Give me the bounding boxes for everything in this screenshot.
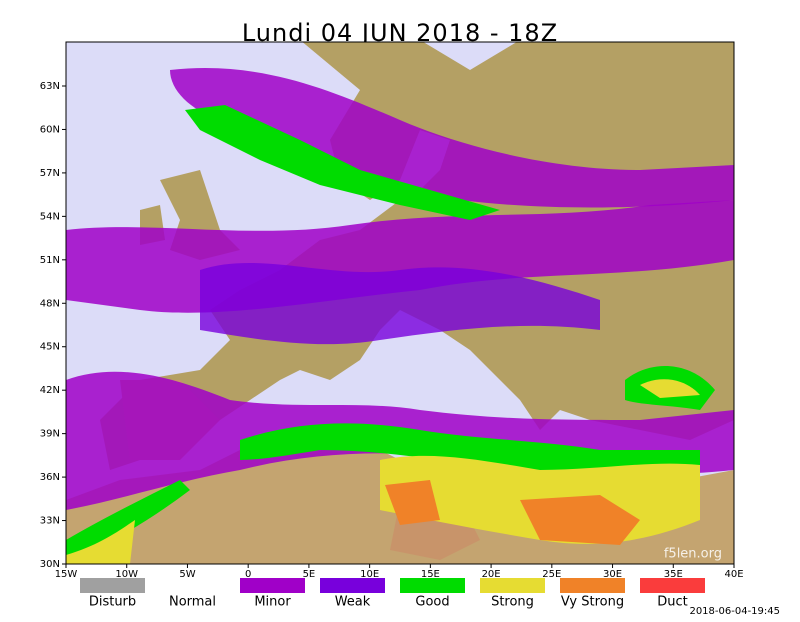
legend-swatch — [240, 578, 305, 593]
legend-label: Weak — [335, 595, 371, 610]
lat-label: 63N — [40, 81, 60, 92]
good-band — [66, 480, 190, 560]
strong-band — [640, 379, 700, 398]
strong-band — [66, 520, 135, 564]
lon-label: 10W — [115, 569, 138, 580]
lon-label: 15W — [55, 569, 78, 580]
lat-label: 54N — [40, 211, 60, 222]
lat-label: 33N — [40, 516, 60, 527]
lon-label: 15E — [421, 569, 440, 580]
lon-label: 0 — [245, 569, 251, 580]
legend-swatch — [560, 578, 625, 593]
timestamp: 2018-06-04-19:45 — [689, 606, 780, 617]
legend-label: Vy Strong — [561, 595, 624, 610]
legend-label: Duct — [657, 595, 688, 610]
lat-label: 30N — [40, 559, 60, 570]
legend-swatch — [320, 578, 385, 593]
good-band — [240, 423, 700, 480]
lat-label: 39N — [40, 429, 60, 440]
lat-label: 57N — [40, 168, 60, 179]
tick-group: 30N 33N 36N 39N 42N 45N 48N 51N 54N 57N 60N 63N 15W 1… — [40, 81, 744, 580]
lon-label: 25E — [542, 569, 561, 580]
watermark: f5len.org — [664, 547, 722, 562]
legend-swatch — [640, 578, 705, 593]
lon-label: 10E — [360, 569, 379, 580]
legend-swatch — [160, 578, 225, 593]
lat-label: 45N — [40, 342, 60, 353]
legend-label: Disturb — [89, 595, 136, 610]
legend-label: Strong — [491, 595, 534, 610]
lon-label: 30E — [603, 569, 622, 580]
lon-label: 5W — [179, 569, 195, 580]
legend-swatch — [400, 578, 465, 593]
legend: Disturb Normal Minor Weak Good Strong Vy Stron… — [80, 578, 705, 610]
legend-swatch — [480, 578, 545, 593]
legend-label: Good — [415, 595, 449, 610]
lat-label: 36N — [40, 472, 60, 483]
lat-label: 51N — [40, 255, 60, 266]
lon-label: 35E — [664, 569, 683, 580]
minor-band — [170, 68, 734, 208]
lat-label: 42N — [40, 385, 60, 396]
legend-label: Minor — [254, 595, 291, 610]
legend-swatch — [80, 578, 145, 593]
good-band — [185, 105, 500, 220]
weak-band — [200, 262, 600, 345]
lat-label: 60N — [40, 124, 60, 135]
lon-label: 40E — [724, 569, 743, 580]
legend-label: Normal — [169, 595, 216, 610]
lat-label: 48N — [40, 298, 60, 309]
lon-label: 20E — [482, 569, 501, 580]
map-area: f5len.org — [66, 42, 734, 564]
vystrong-band — [385, 480, 640, 545]
lon-label: 5E — [303, 569, 316, 580]
